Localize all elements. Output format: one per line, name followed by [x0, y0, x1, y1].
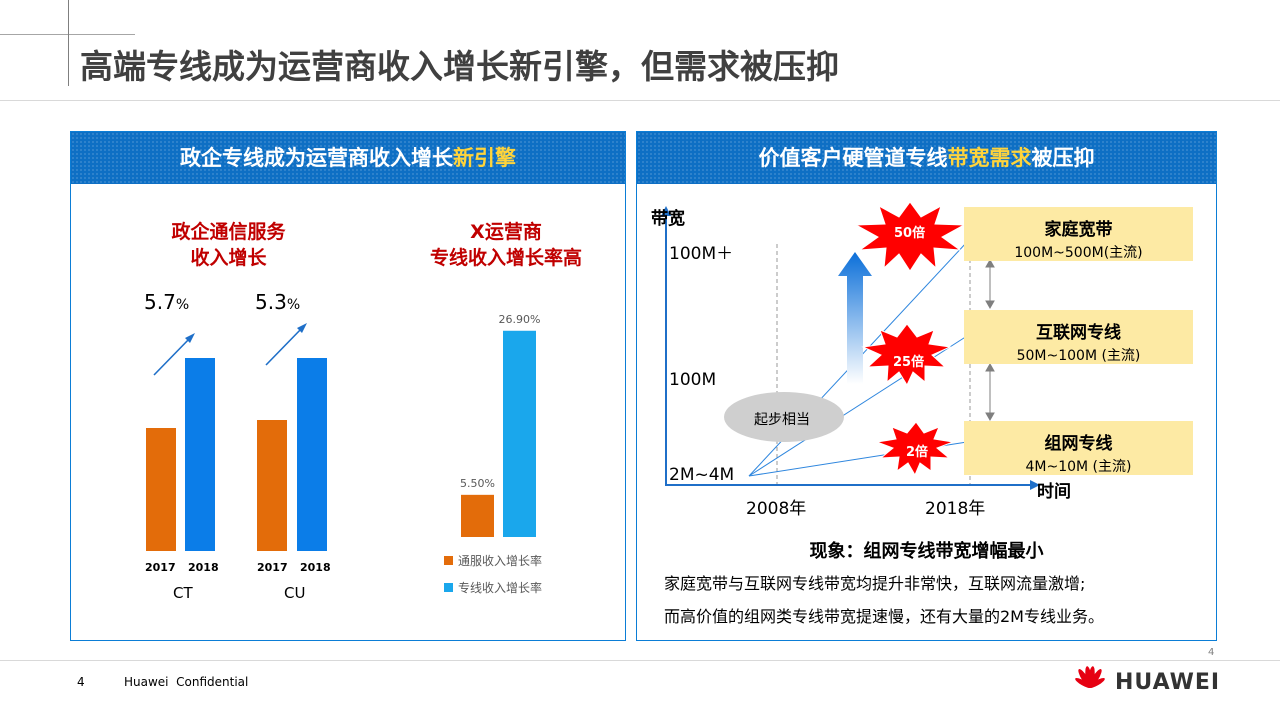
burst-label-2x: 2倍: [906, 445, 929, 460]
ct-trend-arrow: [153, 333, 195, 376]
ct-bar-2018: [185, 358, 215, 551]
left-header-highlight: 新引擎: [453, 146, 516, 170]
cu-bar-2017: [257, 420, 287, 551]
y-tick-100m: 100M: [669, 370, 717, 390]
cu-group-label: CU: [284, 584, 306, 602]
chart2-title-line2: 专线收入增长率高: [429, 247, 582, 269]
cu-year-2018: 2018: [300, 561, 331, 574]
left-frame-line: [68, 0, 69, 86]
box-home-broadband-title: 家庭宽带: [1044, 220, 1113, 240]
right-header-highlight: 带宽需求: [947, 146, 1032, 170]
cu-growth-unit: %: [286, 297, 301, 313]
chart2-data-label-1: 5.50%: [460, 477, 495, 490]
chart1-title-line1: 政企通信服务: [171, 221, 286, 243]
page-number: 4: [77, 675, 85, 689]
huawei-brand-text: HUAWEI: [1115, 670, 1221, 695]
right-header-prefix: 价值客户硬管道专线: [758, 146, 948, 170]
cu-bar-2018: [297, 358, 327, 551]
description-line2: 而高价值的组网类专线带宽提速慢，还有大量的2M专线业务。: [664, 607, 1104, 626]
chart2-data-label-2: 26.90%: [499, 313, 541, 326]
legend-label-1: 通服收入增长率: [458, 554, 543, 568]
chart2-title-line1: X运营商: [470, 221, 542, 243]
ct-year-2017: 2017: [145, 561, 176, 574]
box-network-line-title: 组网专线: [1044, 434, 1113, 454]
chart1-title: 政企通信服务 收入增长: [141, 219, 316, 271]
page-title: 高端专线成为运营商收入增长新引擎，但需求被压抑: [80, 47, 839, 86]
right-panel-header: 价值客户硬管道专线带宽需求被压抑: [637, 132, 1216, 184]
legend-swatch-orange: [444, 556, 453, 565]
x-tick-2018: 2018年: [925, 499, 986, 519]
box-internet-line-detail: 50M~100M (主流): [1016, 348, 1141, 364]
box-network-line: 组网专线 4M~10M (主流): [964, 421, 1193, 475]
description-line1: 家庭宽带与互联网专线带宽均提升非常快，互联网流量激增;: [664, 574, 1086, 593]
cu-growth-label: 5.3%: [255, 290, 300, 314]
box-home-broadband-detail: 100M~500M(主流): [1014, 245, 1143, 261]
y-tick-100m-plus: 100M＋: [669, 244, 734, 264]
x-tick-2008: 2008年: [746, 499, 807, 519]
confidential-label: Huawei Confidential: [124, 675, 249, 689]
right-panel: 价值客户硬管道专线带宽需求被压抑: [636, 131, 1217, 641]
ct-growth-label: 5.7%: [144, 290, 189, 314]
title-underline: [0, 100, 1280, 101]
chart2-bar-1: [461, 494, 494, 537]
huawei-logo-icon: [1075, 666, 1105, 688]
chart2-title: X运营商 专线收入增长率高: [406, 219, 606, 271]
phenomenon-heading: 现象：组网专线带宽增幅最小: [809, 541, 1044, 562]
right-header-suffix: 被压抑: [1031, 146, 1095, 170]
corner-page-number: 4: [1208, 647, 1215, 658]
left-panel-header: 政企专线成为运营商收入增长新引擎: [71, 132, 625, 184]
box-internet-line-title: 互联网专线: [1036, 323, 1121, 343]
x-axis-label: 时间: [1037, 482, 1071, 502]
legend-swatch-blue: [444, 583, 453, 592]
ct-year-2018: 2018: [188, 561, 219, 574]
legend-label-2: 专线收入增长率: [458, 581, 543, 595]
box-internet-line: 互联网专线 50M~100M (主流): [964, 310, 1193, 364]
ct-growth-value: 5.7: [144, 290, 176, 314]
ct-growth-unit: %: [175, 297, 190, 313]
y-tick-2m-4m: 2M~4M: [669, 465, 735, 485]
y-axis-label: 带宽: [651, 209, 685, 229]
left-header-text: 政企专线成为运营商收入增长: [180, 146, 453, 170]
box-home-broadband: 家庭宽带 100M~500M(主流): [964, 207, 1193, 261]
left-panel: 政企专线成为运营商收入增长新引擎 政企通信服务 收入增长 5.7% 2017 2…: [70, 131, 626, 641]
footer-line: [0, 660, 1280, 661]
chart2-svg: 5.50% 26.90%: [460, 313, 541, 537]
box-network-line-detail: 4M~10M (主流): [1025, 459, 1132, 475]
ct-group-label: CT: [173, 584, 193, 602]
burst-label-50x: 50倍: [894, 226, 926, 241]
top-frame-line: [0, 34, 135, 35]
chart1-title-line2: 收入增长: [190, 247, 267, 269]
cu-growth-value: 5.3: [255, 290, 287, 314]
bandwidth-diagram: [661, 201, 1040, 490]
burst-label-25x: 25倍: [893, 355, 925, 370]
cu-year-2017: 2017: [257, 561, 288, 574]
chart2-bar-2: [503, 330, 536, 537]
ct-bar-2017: [146, 428, 176, 551]
start-bubble-label: 起步相当: [754, 412, 810, 428]
cu-trend-arrow: [265, 323, 307, 366]
